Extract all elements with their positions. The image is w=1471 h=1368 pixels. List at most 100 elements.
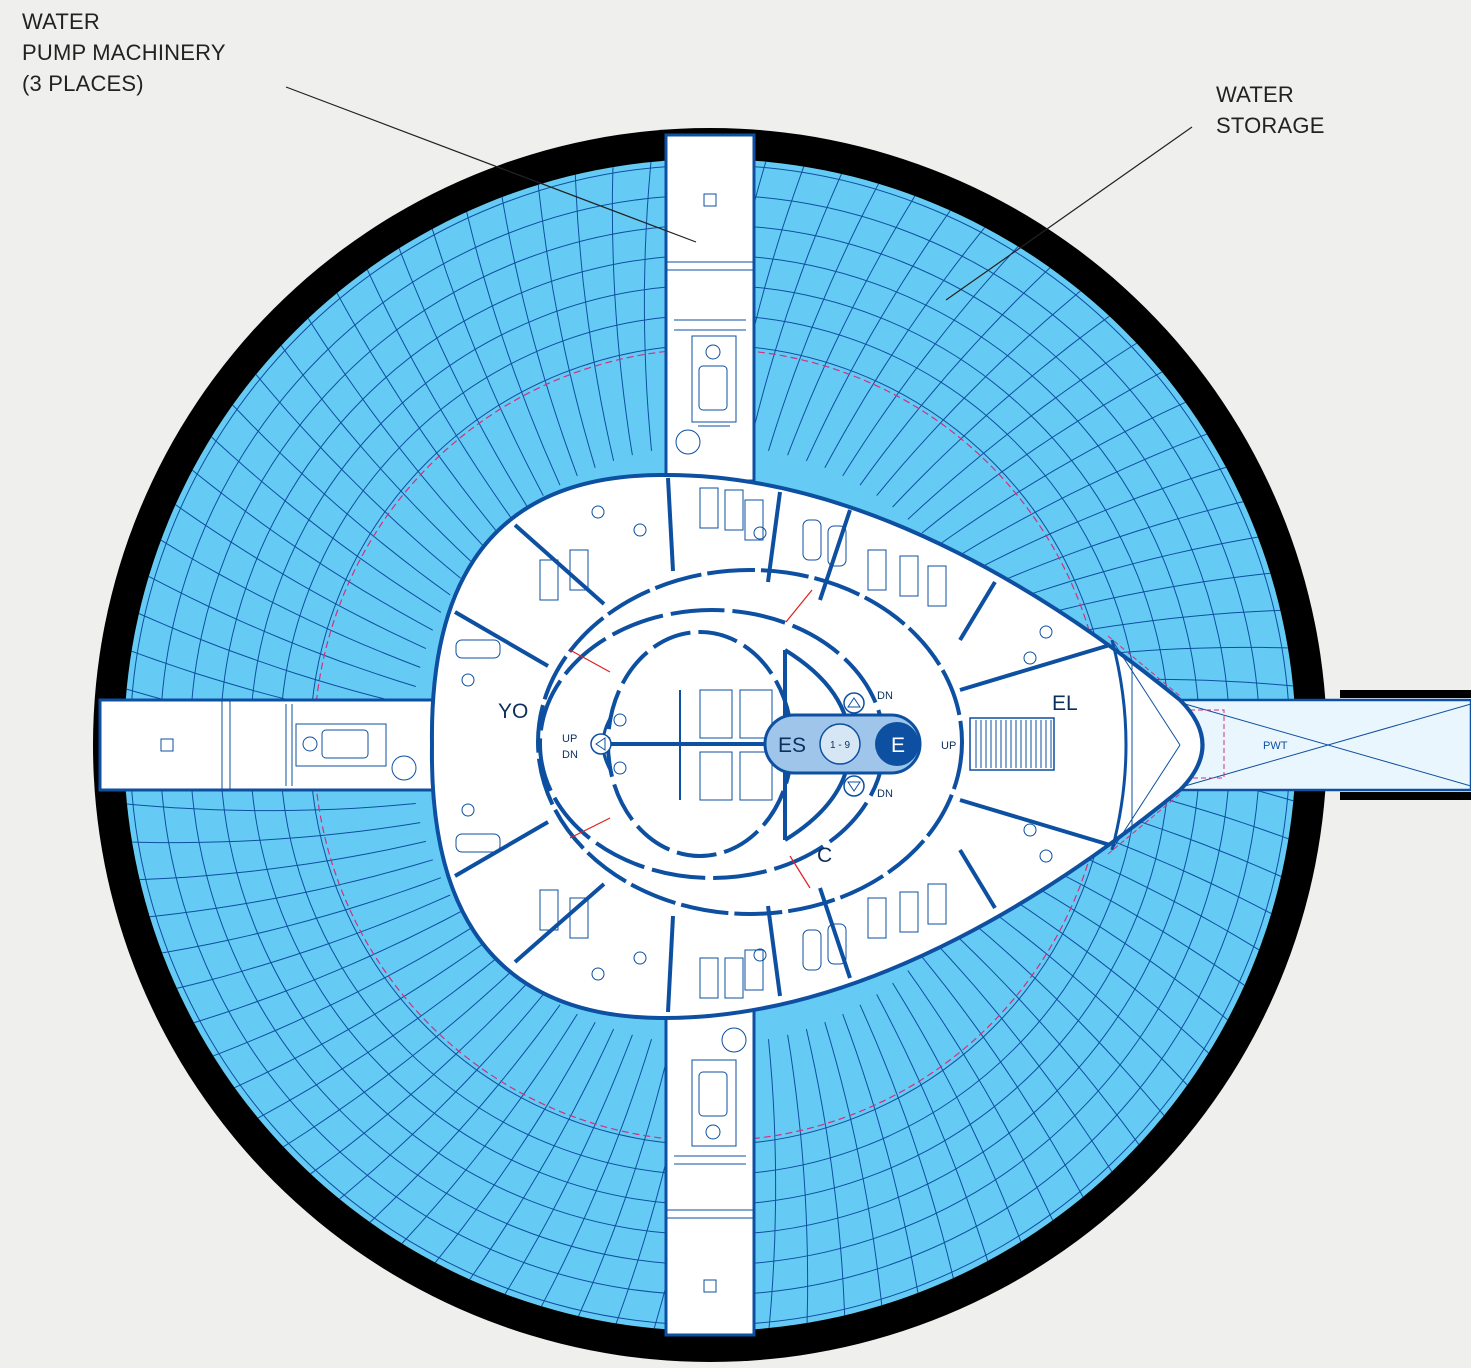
bed (744, 949, 764, 991)
elevator-group[interactable]: ES 1 - 9 E (763, 713, 922, 775)
grid-spoke (824, 1022, 884, 1320)
pump-tank (721, 1027, 747, 1053)
label-dn-upper: DN (877, 690, 893, 702)
elevator-shaft (819, 723, 861, 765)
tie-line (785, 589, 813, 623)
arm-corridor (98, 698, 447, 792)
cabin-furniture (455, 487, 1053, 999)
fixture (753, 948, 767, 962)
hatch-square (703, 1279, 717, 1293)
bath (827, 923, 847, 965)
stair-treads (975, 720, 1052, 768)
fixture (613, 713, 627, 727)
grid-spoke (245, 956, 499, 1126)
arm-east-pwt: PWT (1149, 690, 1471, 800)
grid-spoke (181, 460, 434, 631)
grid-spoke (360, 256, 513, 520)
wall (959, 798, 1111, 847)
label-dn-lower: DN (877, 788, 893, 800)
grid-spoke (272, 333, 473, 563)
arrow-circle (843, 692, 865, 714)
bed (699, 689, 733, 739)
fixture (1023, 823, 1037, 837)
grid-spoke (969, 894, 1198, 1096)
left-triangle-icon (595, 737, 606, 751)
grid-spoke (921, 956, 1091, 1210)
dn-arrow-lower: DN (843, 775, 893, 800)
wall (818, 509, 852, 601)
grid-spoke (162, 894, 451, 993)
label-c: C (817, 844, 832, 867)
wall (666, 477, 675, 572)
bath (802, 519, 822, 561)
down-triangle-icon (847, 781, 861, 792)
grid-spoke (935, 942, 1120, 1184)
bed (739, 751, 773, 801)
grid-spoke (767, 1039, 777, 1331)
grid-spoke (959, 911, 1174, 1127)
fixture (591, 967, 605, 981)
leader-pump (285, 86, 697, 243)
grid-spoke (748, 160, 848, 448)
grid-spoke (572, 1042, 672, 1330)
label-el: EL (1052, 692, 1078, 715)
grid-spoke (222, 394, 451, 596)
wall (453, 820, 550, 878)
bath (802, 929, 822, 971)
bed (724, 489, 744, 531)
grid-spoke (892, 982, 1027, 1256)
bed (699, 957, 719, 999)
grid-spoke (497, 1034, 633, 1307)
grid-spoke (391, 1013, 578, 1255)
bed (569, 897, 589, 939)
bed (739, 689, 773, 739)
tie-line (569, 817, 611, 839)
bed (569, 549, 589, 591)
grid-spoke (135, 569, 416, 687)
grid-spoke (124, 802, 416, 812)
callout-line: (3 PLACES) (22, 71, 144, 96)
arm-corridor (664, 133, 756, 483)
callout-water-storage: WATER STORAGE (1216, 79, 1325, 141)
pump-motor (321, 729, 369, 759)
bed (744, 499, 764, 541)
grid-spoke (824, 216, 995, 469)
hatch-square (703, 193, 717, 207)
grid-spoke (787, 1034, 809, 1331)
cabin-walls (453, 477, 1111, 1013)
callout-line: WATER (1216, 82, 1294, 107)
grid-spoke (959, 462, 1240, 579)
grid-spoke (907, 335, 1149, 520)
grid-spoke (935, 395, 1199, 548)
grid-spoke (125, 840, 427, 881)
callout-water-pump-machinery: WATER PUMP MACHINERY (3 PLACES) (22, 6, 226, 99)
pump-unit (295, 723, 387, 767)
bed (867, 897, 887, 939)
pump-valve (302, 736, 318, 752)
wall (958, 848, 997, 910)
grid-spoke (298, 982, 528, 1183)
label-up-east: UP (941, 740, 956, 752)
grid-spoke (462, 197, 561, 486)
core-beds (613, 689, 773, 801)
bed (899, 555, 919, 597)
pwt-corridor (1168, 698, 1471, 792)
tie-line (569, 649, 611, 673)
grid-spoke (947, 428, 1221, 563)
stair-east: UP (941, 717, 1055, 771)
dn-arrow-upper: DN (843, 690, 893, 714)
label-es: ES (778, 734, 806, 757)
label-yo: YO (498, 700, 528, 723)
bath (827, 525, 847, 567)
label-stair-dn: DN (562, 749, 578, 761)
fixture (753, 526, 767, 540)
grid-spoke (892, 307, 1122, 508)
stair-west: UP DN (562, 714, 614, 774)
grid-spoke (574, 160, 615, 462)
arrow-circle (843, 775, 865, 797)
label-pwt: PWT (1263, 740, 1288, 752)
arm-corridor (664, 1008, 756, 1337)
grid-spoke (947, 927, 1148, 1157)
wall (958, 580, 997, 642)
